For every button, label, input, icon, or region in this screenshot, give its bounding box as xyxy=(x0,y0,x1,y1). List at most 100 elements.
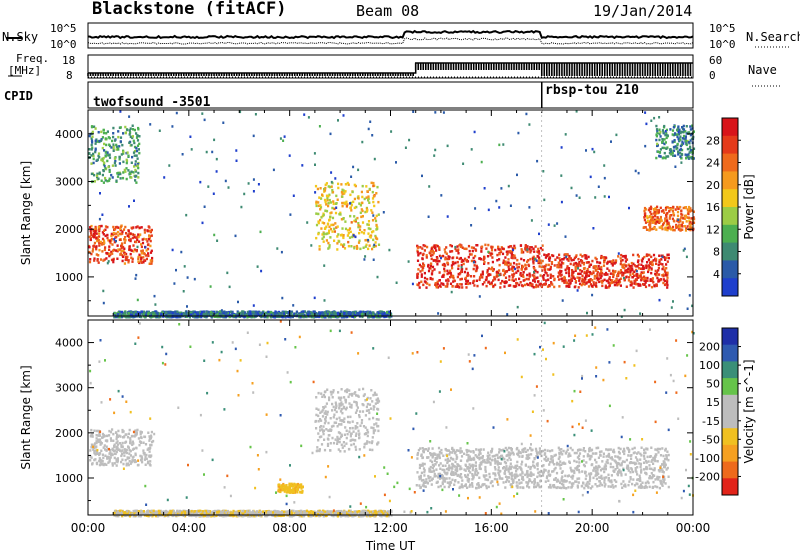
echo-cell xyxy=(349,311,352,314)
echo-cell xyxy=(232,315,235,319)
echo-cell xyxy=(687,153,690,156)
echo-cell xyxy=(367,195,370,198)
scatter-cell xyxy=(502,143,505,146)
echo-cell xyxy=(178,315,181,319)
echo-cell xyxy=(334,401,337,404)
echo-cell xyxy=(589,283,592,286)
echo-cell xyxy=(596,273,599,276)
echo-cell xyxy=(560,270,563,273)
echo-cell xyxy=(366,402,369,406)
echo-cell xyxy=(90,231,93,235)
echo-cell xyxy=(90,446,93,449)
echo-cell xyxy=(127,154,130,157)
echo-cell xyxy=(491,266,494,269)
echo-cell xyxy=(129,454,132,457)
scatter-cell xyxy=(608,195,610,199)
echo-cell xyxy=(150,443,153,447)
echo-cell xyxy=(557,271,560,274)
echo-cell xyxy=(486,255,490,258)
echo-cell xyxy=(419,246,422,249)
echo-cell xyxy=(625,276,628,279)
echo-cell xyxy=(327,202,330,205)
echo-cell xyxy=(142,451,145,455)
echo-cell xyxy=(112,231,115,235)
echo-cell xyxy=(469,282,472,285)
echo-cell xyxy=(546,274,549,277)
echo-cell xyxy=(138,151,141,155)
echo-cell xyxy=(609,272,612,275)
echo-cell xyxy=(348,421,351,424)
echo-cell xyxy=(451,266,454,270)
scatter-cell xyxy=(688,294,691,297)
scatter-cell xyxy=(193,277,196,281)
echo-cell xyxy=(367,240,370,243)
echo-cell xyxy=(341,227,344,230)
echo-cell xyxy=(248,313,251,317)
echo-cell xyxy=(440,282,443,285)
echo-cell xyxy=(122,430,125,433)
echo-cell xyxy=(340,233,343,237)
echo-cell xyxy=(348,236,352,239)
echo-cell xyxy=(106,457,109,460)
echo-cell xyxy=(457,252,460,255)
scatter-cell xyxy=(460,266,463,269)
echo-cell xyxy=(315,202,318,205)
echo-cell xyxy=(666,206,669,209)
echo-cell xyxy=(319,208,322,211)
echo-cell xyxy=(102,239,106,242)
echo-cell xyxy=(98,432,101,435)
echo-cell xyxy=(490,281,493,284)
echo-cell xyxy=(662,221,665,225)
echo-cell xyxy=(545,263,548,267)
echo-cell xyxy=(320,419,323,422)
echo-cell xyxy=(349,405,352,408)
scatter-cell xyxy=(421,174,423,178)
scatter-cell xyxy=(103,164,106,168)
echo-cell xyxy=(109,456,112,459)
echo-cell xyxy=(367,227,370,230)
echo-cell xyxy=(583,267,586,271)
echo-cell xyxy=(631,269,634,272)
echo-cell xyxy=(193,313,196,316)
echo-cell xyxy=(129,131,132,134)
echo-cell xyxy=(368,417,371,421)
echo-cell xyxy=(690,155,693,159)
echo-cell xyxy=(355,310,358,314)
echo-cell xyxy=(115,435,118,439)
echo-cell xyxy=(529,246,532,249)
echo-cell xyxy=(377,418,380,421)
echo-cell xyxy=(663,138,666,141)
scatter-cell xyxy=(237,300,239,304)
echo-cell xyxy=(102,242,105,246)
echo-cell xyxy=(570,259,573,262)
echo-cell xyxy=(362,425,366,428)
echo-cell xyxy=(345,406,348,410)
echo-cell xyxy=(126,456,129,459)
echo-cell xyxy=(320,410,323,413)
echo-cell xyxy=(99,240,102,244)
echo-cell xyxy=(350,403,353,407)
echo-cell xyxy=(362,387,365,391)
echo-cell xyxy=(139,433,142,436)
echo-cell xyxy=(372,313,375,316)
echo-cell xyxy=(364,245,367,248)
echo-cell xyxy=(421,269,424,272)
echo-cell xyxy=(658,226,661,229)
echo-cell xyxy=(136,225,139,228)
echo-cell xyxy=(357,224,360,227)
echo-cell xyxy=(568,282,571,286)
echo-cell xyxy=(90,428,93,432)
echo-cell xyxy=(645,264,648,267)
echo-cell xyxy=(666,226,669,229)
echo-cell xyxy=(488,273,491,276)
echo-cell xyxy=(475,269,478,272)
echo-cell xyxy=(101,237,105,241)
echo-cell xyxy=(349,206,352,210)
echo-cell xyxy=(625,285,628,288)
echo-cell xyxy=(663,283,667,287)
echo-cell xyxy=(245,313,249,316)
echo-cell xyxy=(114,164,117,167)
echo-cell xyxy=(375,192,378,195)
echo-cell xyxy=(90,443,93,446)
echo-cell xyxy=(110,232,113,236)
